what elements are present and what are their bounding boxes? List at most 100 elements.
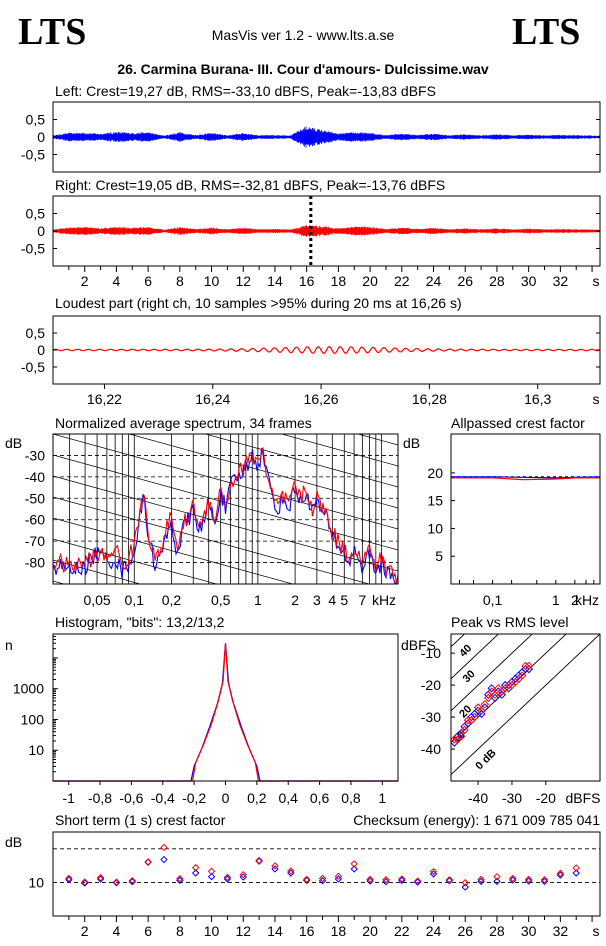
shortcrest-xtick-label: 30 — [521, 923, 537, 939]
spectrum-grid-group — [53, 329, 398, 718]
shortcrest-xtick-label: 6 — [144, 923, 152, 939]
track-title: 26. Carmina Burana- III. Cour d'amours- … — [117, 61, 489, 77]
histogram-plot-frame — [52, 633, 399, 782]
histogram-xtick-label: 0,8 — [341, 790, 361, 806]
allpass-series-left-line — [451, 476, 601, 479]
loudest-xaxis-unit: s — [593, 391, 600, 407]
shortcrest-point-right — [477, 875, 485, 884]
shortcrest-xtick-label: 12 — [235, 923, 251, 939]
shortcrest-point-right — [493, 872, 501, 881]
spectrum-ylabel: dB — [5, 435, 22, 451]
peakrms-point-right — [463, 716, 473, 725]
spectrum-slope-line — [53, 454, 398, 551]
peakrms-crest-line — [451, 634, 600, 776]
spectrum-xtick-label: 7 — [358, 592, 366, 608]
shortcrest-point-right — [398, 875, 406, 883]
spectrum-slope-line — [53, 434, 398, 530]
shortcrest-point-left — [160, 855, 168, 864]
shortcrest-point-right — [556, 869, 565, 878]
loudest-xtick-label: 16,24 — [195, 391, 230, 407]
peakrms-point-right — [456, 732, 466, 741]
right-xtick-label: 30 — [521, 273, 537, 289]
loudest-xtick-label: 16,22 — [87, 391, 122, 407]
right-xtick-label: 24 — [426, 273, 442, 289]
peakrms-title: Peak vs RMS level — [451, 614, 568, 630]
peakrms-ytick-label: -20 — [421, 677, 441, 693]
allpass-ytick-label: 20 — [427, 465, 443, 481]
spectrum-xtick-label: 4 — [328, 592, 336, 608]
shortcrest-xtick-label: 4 — [113, 923, 121, 939]
loudest-xtick-label: 16,3 — [524, 391, 551, 407]
left-ytick-label: 0 — [37, 129, 45, 145]
shortcrest-point-right — [112, 878, 121, 886]
shortcrest-point-right — [160, 843, 168, 852]
right-xtick-label: 10 — [204, 273, 220, 289]
shortcrest-xtick-label: 26 — [457, 923, 473, 939]
histogram-xtick-label: -0,2 — [182, 790, 206, 806]
peakrms-ytick-label: -10 — [421, 645, 441, 661]
shortcrest-point-left — [287, 869, 295, 877]
peakrms-point-right — [484, 693, 493, 703]
peakrms-point-right — [460, 725, 469, 735]
shortcrest-point-left — [461, 883, 469, 891]
logo-right: LTS — [512, 11, 580, 53]
peakrms-crest-line — [451, 634, 500, 680]
shortcrest-point-right — [223, 873, 232, 882]
peakrms-ytick-label: -30 — [421, 709, 441, 725]
peakrms-point-right — [451, 735, 459, 744]
histogram-xtick-label: 0,4 — [278, 790, 298, 806]
peakrms-ylabel: dBFS — [401, 637, 436, 653]
shortcrest-point-right — [461, 879, 469, 887]
spectrum-slope-line — [53, 496, 371, 584]
spectrum-ytick-label: -50 — [25, 490, 45, 506]
histogram-xtick-label: 0,6 — [310, 790, 330, 806]
histogram-series-left-line — [53, 643, 398, 782]
shortcrest-point-right — [524, 875, 533, 884]
shortcrest-point-right — [207, 867, 216, 876]
spectrum-xtick-label: 0,05 — [83, 592, 110, 608]
spectrum-ytick-label: -40 — [25, 469, 45, 485]
shortcrest-xtick-label: 2 — [81, 923, 89, 939]
shortcrest-point-right — [445, 876, 454, 884]
spectrum-xtick-label: 5 — [340, 592, 348, 608]
spectrum-slope-line — [53, 559, 142, 584]
peakrms-point-right — [524, 661, 534, 671]
shortcrest-point-left — [128, 878, 136, 886]
allpass-title: Allpassed crest factor — [451, 415, 585, 431]
shortcrest-xtick-label: 8 — [176, 923, 184, 939]
spectrum-slope-line — [53, 623, 398, 718]
shortcrest-point-left — [477, 877, 485, 886]
histogram-series-right-line — [53, 643, 398, 782]
allpass-ytick-label: 15 — [427, 493, 443, 509]
checksum-readout: Checksum (energy): 1 671 009 785 041 — [353, 812, 600, 828]
shortcrest-point-left — [207, 872, 216, 881]
spectrum-slope-line — [127, 434, 398, 509]
right-xtick-label: 18 — [331, 273, 347, 289]
right-xtick-label: 6 — [144, 273, 152, 289]
shortcrest-point-right — [302, 875, 311, 884]
right-xtick-label: 12 — [235, 273, 251, 289]
shortcrest-ytick-label: 10 — [28, 874, 44, 890]
histogram-xtick-label: -0,4 — [151, 790, 175, 806]
allpass-xtick-label: 1 — [552, 592, 560, 608]
allpass-ytick-label: 10 — [427, 520, 443, 536]
right-xtick-label: 26 — [457, 273, 473, 289]
spectrum-slope-line — [53, 329, 398, 424]
right-channel-title: Right: Crest=19,05 dB, RMS=-32,81 dBFS, … — [55, 177, 445, 193]
spectrum-slope-line — [53, 517, 295, 584]
right-xtick-label: 22 — [394, 273, 410, 289]
peakrms-point-right — [504, 680, 513, 690]
shortcrest-point-left — [445, 877, 454, 885]
peakrms-xtick-label: -20 — [536, 790, 556, 806]
allpass-series-right-line — [451, 477, 600, 481]
peakrms-ytick-label: -40 — [421, 741, 441, 757]
histogram-xtick-label: 1 — [378, 790, 386, 806]
histogram-xtick-label: -0,8 — [88, 790, 112, 806]
shortcrest-point-right — [128, 877, 136, 885]
shortcrest-point-left — [572, 869, 580, 877]
peakrms-plot-frame — [450, 633, 601, 782]
peakrms-point-right — [487, 687, 496, 696]
spectrum-xaxis-unit: kHz — [372, 592, 396, 608]
shortcrest-xtick-label: 32 — [553, 923, 569, 939]
shortcrest-point-left — [413, 878, 422, 886]
